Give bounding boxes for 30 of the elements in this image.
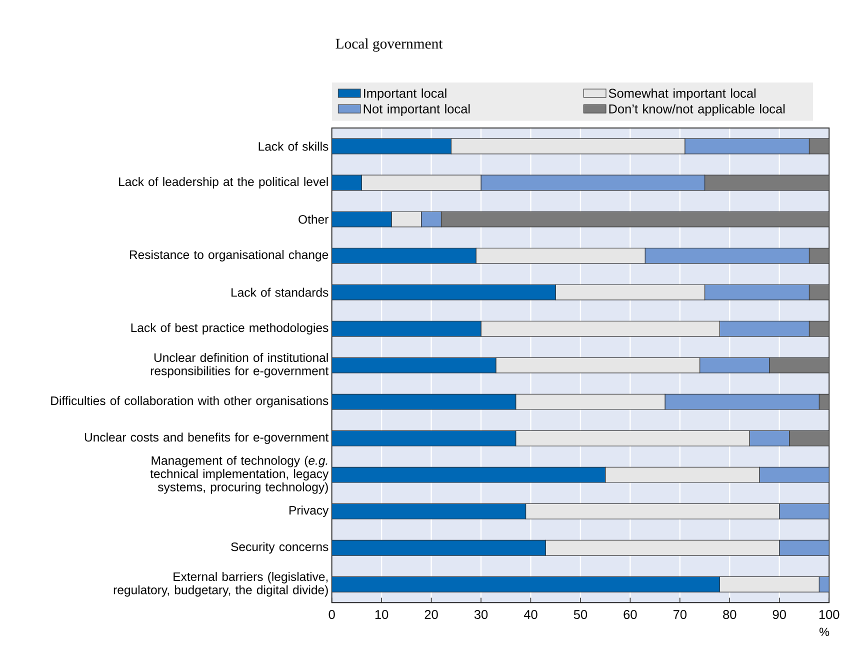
y-tick-label: Lack of standards [232, 288, 328, 297]
x-tick-label: 80 [723, 610, 736, 620]
y-tick-label: Security concerns [231, 542, 328, 554]
legend-label: Don’t know/not applicable local [609, 104, 785, 116]
y-tick-label: Resistance to organisational change [130, 250, 328, 262]
legend-label: Somewhat important local [608, 88, 756, 100]
y-tick-label: Privacy [289, 506, 329, 518]
y-tick-label: Lack of skills [258, 142, 328, 151]
legend-label: Not important local [364, 104, 470, 116]
x-tick-label: 0 [328, 610, 335, 620]
x-tick-label: 40 [524, 610, 538, 620]
y-tick-label: Unclear costs and benefits for e-government [84, 432, 329, 444]
x-tick-label: 70 [673, 610, 687, 620]
chart-title: Local government [336, 38, 443, 52]
y-tick-label: Management of technology (e.g. technical implementation, legacy systems, procuring technology) [150, 456, 329, 494]
x-axis-title: % [820, 628, 830, 636]
x-tick-label: 90 [772, 610, 786, 620]
x-tick-label: 20 [424, 610, 438, 620]
y-tick-label: Other [298, 214, 328, 224]
x-tick-label: 60 [624, 610, 637, 620]
x-tick-label: 30 [474, 610, 488, 620]
x-tick-label: 10 [375, 610, 388, 620]
y-tick-label: Lack of best practice methodologies [131, 323, 328, 335]
x-tick-label: 50 [574, 610, 588, 620]
y-tick-label: Lack of leadership at the political level [119, 177, 328, 188]
y-tick-label: Unclear definition of institutional responsibilities for e-government [150, 352, 329, 378]
x-tick-label: 100 [819, 610, 840, 620]
y-tick-label: External barriers (legislative, regulatory, budgetary, the digital divide) [114, 572, 328, 597]
y-tick-label: Difficulties of collaboration with other organisations [51, 396, 328, 408]
legend-label: Important local [364, 88, 446, 100]
